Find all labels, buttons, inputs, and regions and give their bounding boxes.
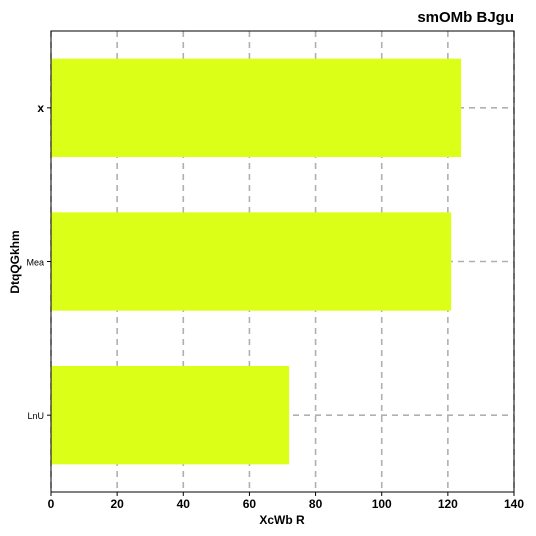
bars: [51, 58, 462, 465]
chart-title: smOMb BJgu: [417, 9, 514, 26]
bar-x: [51, 58, 462, 158]
x-axis-label: XcWb R: [259, 513, 305, 527]
bar-LnU: [51, 365, 290, 465]
y-axis-label: DtqQGkhm: [8, 230, 22, 293]
y-tick-label: LnU: [27, 411, 44, 421]
y-tick-label: x: [37, 101, 44, 115]
x-tick-label: 100: [372, 497, 392, 511]
x-tick-label: 20: [110, 497, 124, 511]
y-tick-label: Mea: [26, 258, 44, 268]
x-ticks: 0 20 40 60 80 100 120 140: [48, 492, 524, 511]
x-tick-label: 60: [243, 497, 257, 511]
x-tick-label: 80: [309, 497, 323, 511]
x-tick-label: 0: [48, 497, 55, 511]
x-tick-label: 120: [438, 497, 458, 511]
y-ticks: x Mea LnU: [26, 101, 51, 421]
x-tick-label: 40: [177, 497, 191, 511]
x-tick-label: 140: [504, 497, 524, 511]
bar-Mea: [51, 212, 452, 311]
